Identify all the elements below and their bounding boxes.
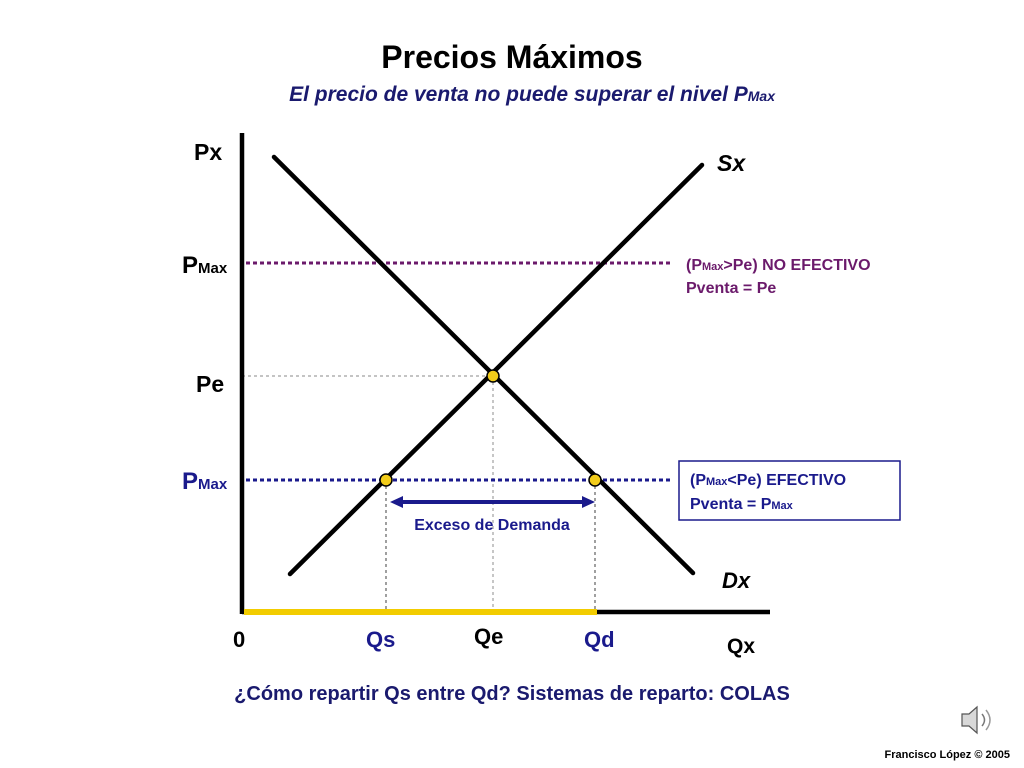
excess-arrow-right-head — [582, 496, 595, 508]
speaker-body — [961, 705, 978, 735]
pmax-low-label-main: P — [182, 468, 198, 495]
qs-point — [379, 473, 393, 487]
subtitle-subscript: Max — [748, 88, 776, 104]
speaker-wave-inner — [981, 713, 986, 727]
speaker-icon[interactable] — [961, 705, 991, 735]
note-high-rest: >Pe) NO EFECTIVO — [723, 257, 870, 274]
pe-label: Pe — [196, 371, 224, 397]
y-axis-label: Px — [194, 139, 222, 165]
credit-text: Francisco López © 2005 — [885, 749, 1011, 761]
bottom-question: ¿Cómo repartir Qs entre Qd? Sistemas de … — [234, 683, 790, 705]
note-low-open: (P — [690, 472, 706, 489]
qd-label: Qd — [584, 627, 615, 652]
pmax-high-label-sub: Max — [198, 260, 228, 277]
origin-label: 0 — [233, 627, 245, 652]
supply-curve — [287, 162, 705, 577]
note-high-sub: Max — [702, 261, 724, 273]
qd-point — [588, 473, 602, 487]
pmax-high-label: PMax — [182, 252, 228, 279]
pmax-low-label: PMax — [182, 468, 228, 495]
pmax-high-label-main: P — [182, 252, 198, 279]
note-low-sub: Max — [706, 476, 728, 488]
equilibrium-point — [486, 369, 500, 383]
note-high-line1: (PMax>Pe) NO EFECTIVO — [686, 257, 871, 274]
speaker-wave-outer — [985, 709, 991, 731]
note-low-line2-sub: Max — [771, 500, 793, 512]
subtitle-text: El precio de venta no puede superar el n… — [289, 83, 749, 106]
supply-label: Sx — [717, 150, 746, 176]
note-high-line2: Pventa = Pe — [686, 280, 776, 297]
excess-demand-label: Exceso de Demanda — [414, 517, 570, 534]
note-low-line2-main: Pventa = P — [690, 496, 772, 513]
slide-subtitle: El precio de venta no puede superar el n… — [289, 83, 776, 106]
demand-curve — [271, 154, 696, 576]
note-low-line1: (PMax<Pe) EFECTIVO — [690, 472, 846, 489]
demand-label: Dx — [722, 568, 751, 593]
pmax-low-label-sub: Max — [198, 476, 228, 493]
note-low-box — [678, 460, 901, 521]
qe-label: Qe — [474, 624, 503, 649]
excess-arrow-left-head — [390, 496, 403, 508]
qs-label: Qs — [366, 627, 395, 652]
note-high-open: (P — [686, 257, 702, 274]
slide-title: Precios Máximos — [381, 39, 642, 75]
x-axis-label: Qx — [727, 635, 755, 658]
note-low-rest: <Pe) EFECTIVO — [727, 472, 846, 489]
note-low-line2: Pventa = PMax — [690, 496, 794, 513]
